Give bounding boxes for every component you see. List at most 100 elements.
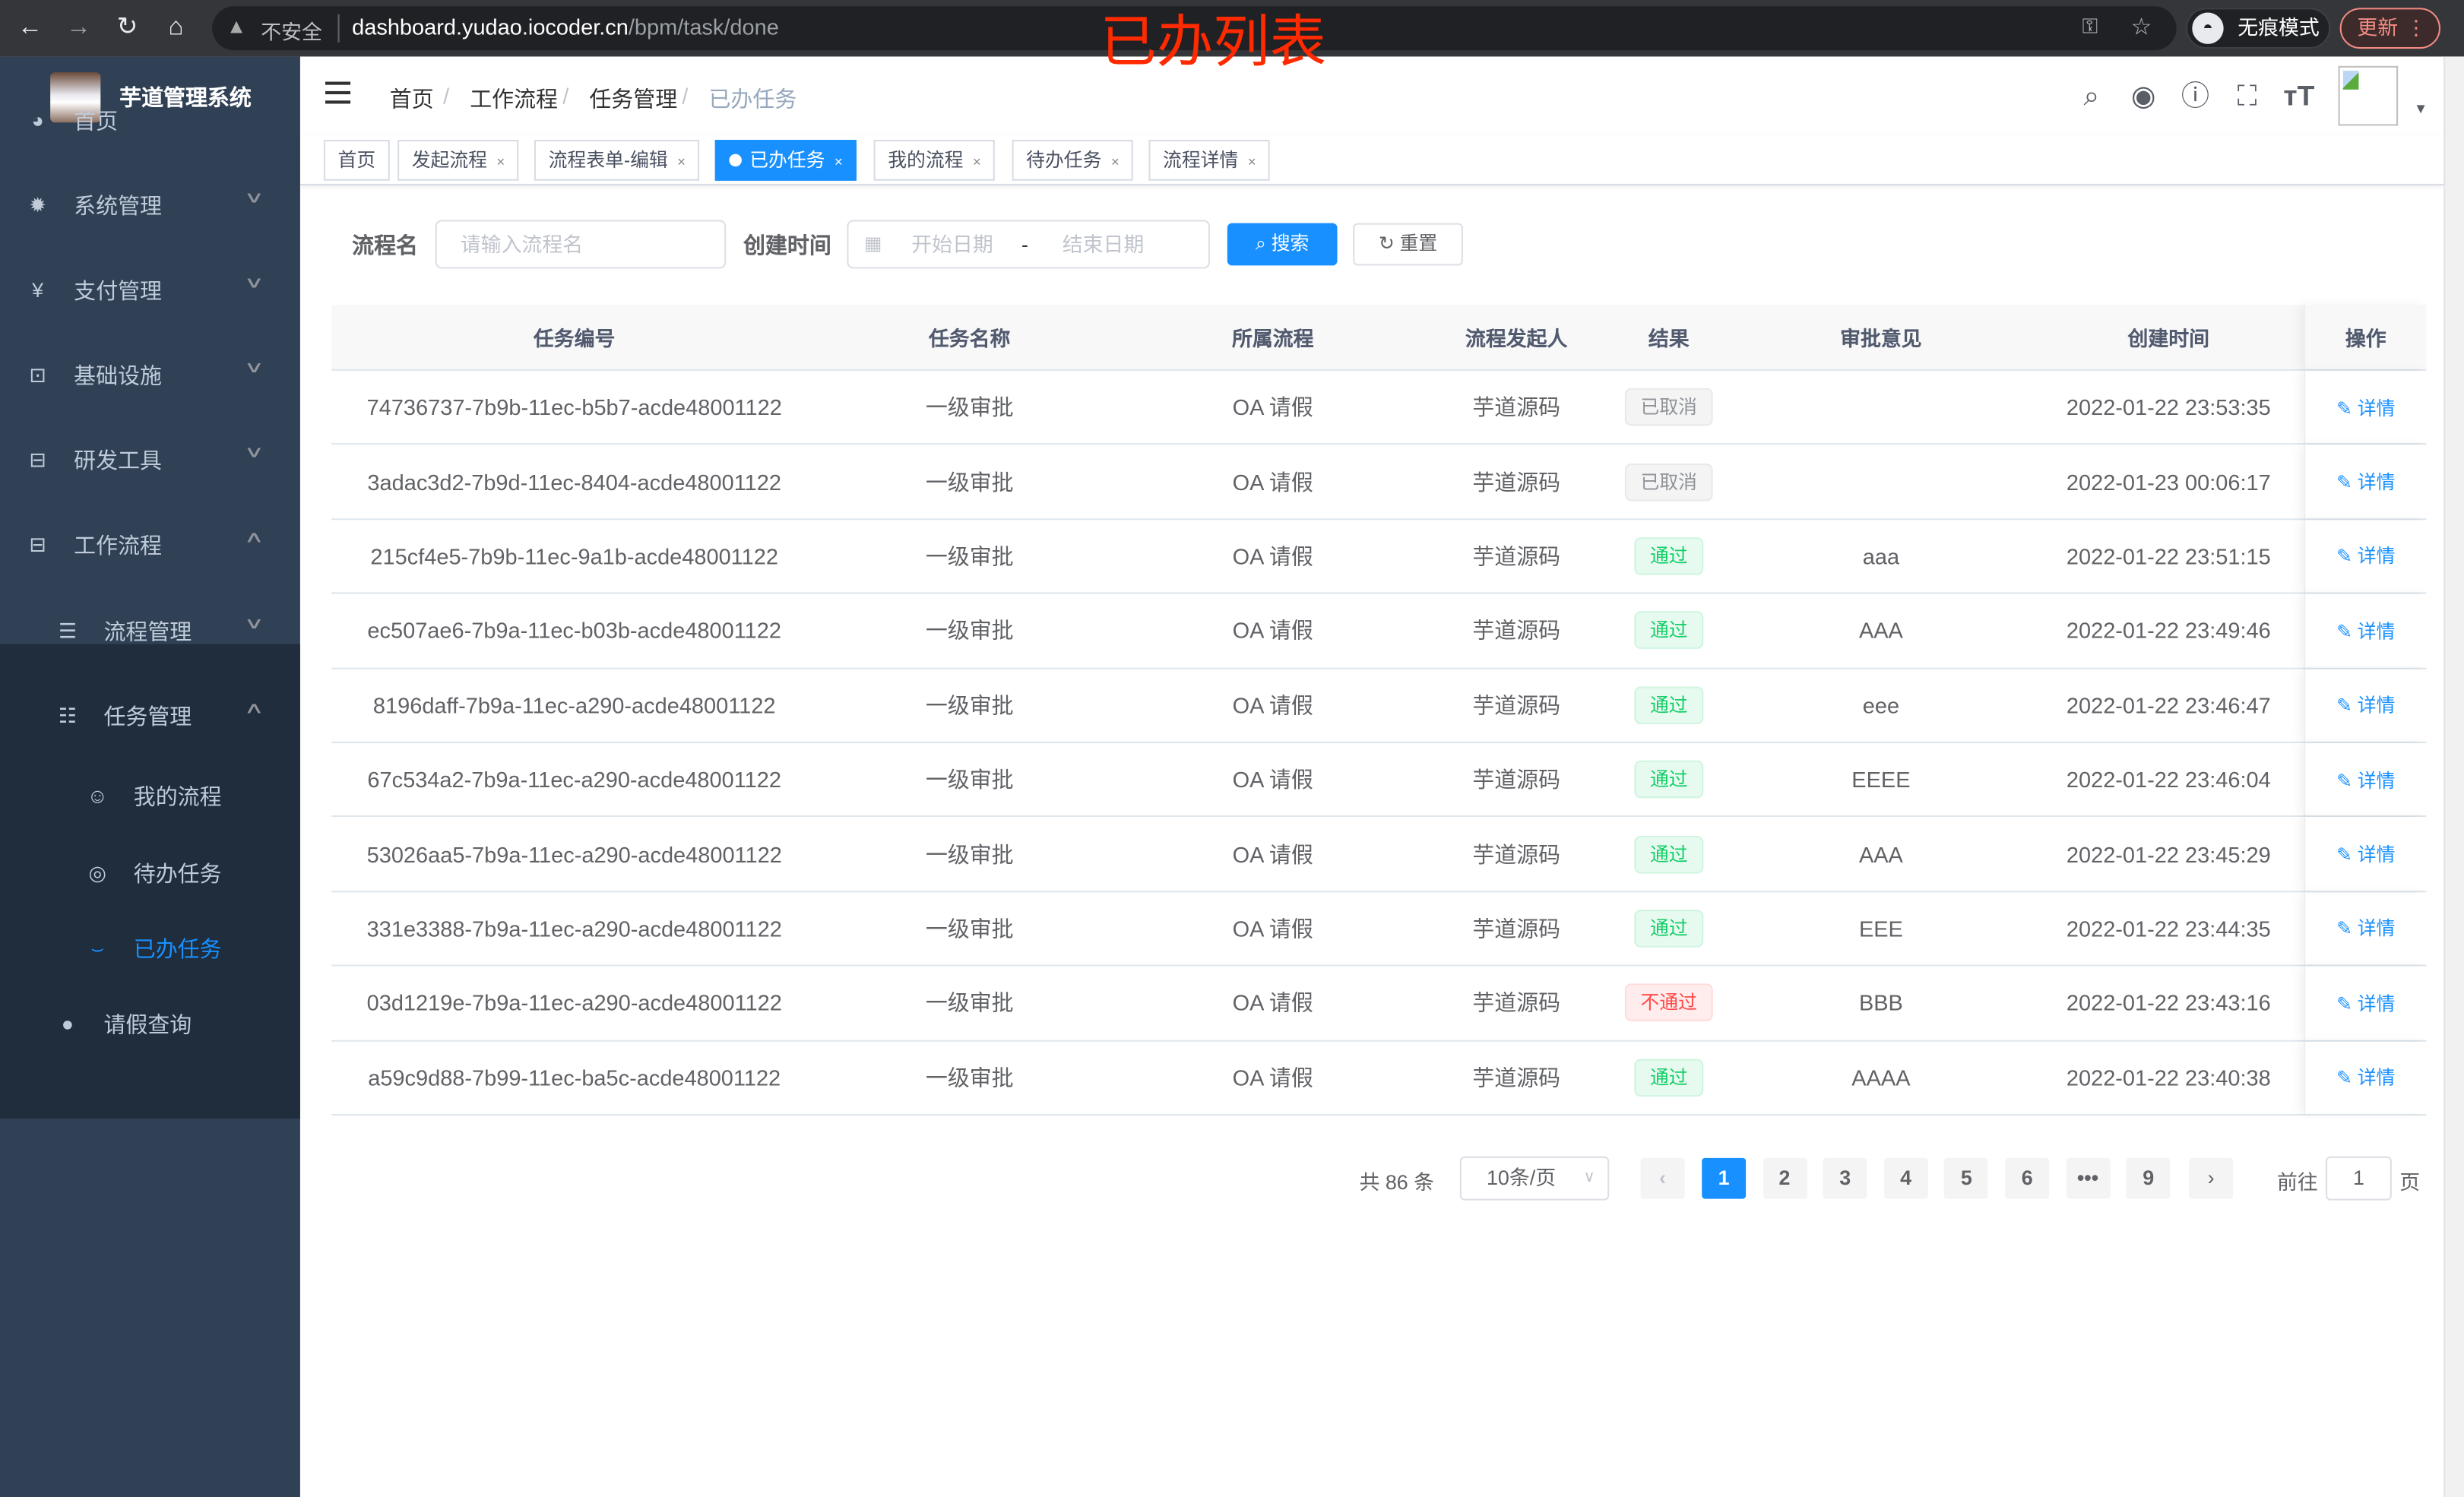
breadcrumb-item[interactable]: 首页: [389, 86, 434, 112]
cell-result: 通过: [1609, 818, 1728, 891]
tag-view-item[interactable]: 流程表单-编辑 ×: [534, 140, 700, 181]
prev-page-button[interactable]: ‹: [1640, 1157, 1685, 1199]
page-button[interactable]: 9: [2126, 1157, 2171, 1199]
detail-button[interactable]: ✎ 详情: [2336, 617, 2395, 644]
page-button[interactable]: 4: [1883, 1157, 1928, 1199]
cell-created: 2022-01-22 23:44:35: [2033, 892, 2304, 965]
reload-icon[interactable]: ↻: [116, 14, 138, 41]
tag-view-item[interactable]: 首页: [323, 140, 390, 181]
cell-text: OA 请假: [1232, 618, 1313, 644]
sidebar-item[interactable]: ● 请假查询: [0, 985, 300, 1063]
chevron-down-icon: ∨: [243, 445, 264, 462]
sidebar-item[interactable]: ⊡ 基础设施 ∨: [0, 336, 300, 414]
detail-button[interactable]: ✎ 详情: [2336, 989, 2395, 1016]
tag-label: 我的流程: [888, 149, 964, 172]
url-text[interactable]: dashboard.yudao.iocoder.cn/bpm/task/done: [352, 14, 779, 40]
cell-text: 53026aa5-7b9a-11ec-a290-acde48001122: [366, 841, 782, 867]
process-name-input[interactable]: 请输入流程名: [435, 220, 727, 269]
sidebar-item[interactable]: ⊟ 工作流程 ∧: [0, 506, 300, 584]
forward-icon[interactable]: →: [65, 14, 91, 41]
close-icon[interactable]: ×: [1110, 153, 1120, 170]
incognito-badge[interactable]: ◓ 无痕模式: [2186, 8, 2331, 49]
page-button[interactable]: 5: [1944, 1157, 1989, 1199]
close-icon[interactable]: ×: [677, 153, 686, 170]
page-button[interactable]: 2: [1762, 1157, 1807, 1199]
scrollbar[interactable]: [2443, 56, 2464, 1497]
detail-button[interactable]: ✎ 详情: [2336, 766, 2395, 793]
sidebar-item[interactable]: ⌣ 已办任务: [0, 910, 300, 988]
next-page-button[interactable]: ›: [2189, 1157, 2234, 1199]
cell-text: 03d1219e-7b9a-11ec-a290-acde48001122: [366, 990, 782, 1016]
detail-button[interactable]: ✎ 详情: [2336, 394, 2395, 420]
tag-view-item[interactable]: 我的流程 ×: [873, 140, 996, 181]
close-icon[interactable]: ×: [834, 153, 843, 170]
sidebar-item[interactable]: ☰ 流程管理 ∨: [0, 592, 300, 670]
hamburger-icon[interactable]: [325, 81, 351, 104]
sidebar-item[interactable]: ✹ 系统管理 ∨: [0, 166, 300, 245]
tag-view-item[interactable]: 流程详情 ×: [1148, 140, 1271, 181]
breadcrumb-item[interactable]: 工作流程: [470, 86, 558, 112]
page-button[interactable]: 6: [2005, 1157, 2050, 1199]
cell-name: 一级审批: [817, 445, 1122, 518]
cell-name: 一级审批: [817, 967, 1122, 1040]
star-icon[interactable]: ☆: [2130, 14, 2152, 41]
result-tag: 通过: [1634, 537, 1704, 575]
address-bar[interactable]: [212, 6, 2177, 51]
detail-button[interactable]: ✎ 详情: [2336, 915, 2395, 942]
cell-name: 一级审批: [817, 892, 1122, 965]
reset-button[interactable]: ↻ 重置: [1353, 223, 1463, 266]
help-icon[interactable]: ⓘ: [2181, 80, 2210, 112]
page-button[interactable]: 3: [1823, 1157, 1867, 1199]
detail-button[interactable]: ✎ 详情: [2336, 692, 2395, 718]
cell-process: OA 请假: [1122, 818, 1424, 891]
search-icon[interactable]: ⌕: [2083, 80, 2100, 112]
reset-button-label: 重置: [1399, 233, 1438, 255]
date-range-picker[interactable]: ▦ 开始日期 - 结束日期: [847, 220, 1211, 269]
cell-text: a59c9d88-7b99-11ec-ba5c-acde48001122: [368, 1065, 781, 1090]
fullscreen-icon[interactable]: ⛶: [2237, 80, 2257, 112]
edit-icon: ✎: [2336, 620, 2358, 643]
back-icon[interactable]: ←: [17, 14, 43, 41]
tag-label: 首页: [337, 149, 376, 172]
sidebar-item[interactable]: ☺ 我的流程: [0, 758, 300, 836]
tag-view-item[interactable]: 已办任务 ×: [714, 140, 857, 181]
avatar[interactable]: [2338, 65, 2399, 126]
start-date-placeholder[interactable]: 开始日期: [911, 233, 993, 257]
sidebar-item[interactable]: ☷ 任务管理 ∧: [0, 677, 300, 755]
font-size-icon[interactable]: ᴛT: [2283, 80, 2315, 112]
cell-text: 芋道源码: [1472, 692, 1561, 718]
update-label: 更新: [2357, 15, 2399, 40]
tag-view-item[interactable]: 发起流程 ×: [397, 140, 519, 181]
edit-icon: ✎: [2336, 695, 2358, 717]
insecure-label: 不安全: [261, 20, 322, 44]
cell-actions: ✎ 详情: [2304, 1040, 2426, 1114]
close-icon[interactable]: ×: [1247, 153, 1256, 170]
sidebar-item[interactable]: ◎ 待办任务: [0, 834, 300, 913]
page-button[interactable]: •••: [2066, 1157, 2110, 1199]
close-icon[interactable]: ×: [496, 153, 505, 170]
key-icon[interactable]: ⚿: [2082, 14, 2098, 38]
detail-button[interactable]: ✎ 详情: [2336, 1064, 2395, 1090]
tag-view-item[interactable]: 待办任务 ×: [1012, 140, 1134, 181]
page-size-select[interactable]: 10条/页 ∨: [1459, 1156, 1610, 1201]
detail-button[interactable]: ✎ 详情: [2336, 840, 2395, 867]
table-row: a59c9d88-7b99-11ec-ba5c-acde48001122 一级审批…: [331, 1040, 2427, 1116]
detail-label: 详情: [2357, 1067, 2396, 1090]
update-button[interactable]: 更新 ⋮: [2339, 8, 2440, 49]
sidebar-item[interactable]: ◕ 首页: [0, 82, 300, 160]
detail-button[interactable]: ✎ 详情: [2336, 468, 2395, 495]
goto-page-input[interactable]: 1: [2326, 1156, 2392, 1201]
search-button[interactable]: ⌕ 搜索: [1227, 223, 1338, 266]
cell-created: 2022-01-22 23:53:35: [2033, 371, 2304, 444]
close-icon[interactable]: ×: [972, 153, 981, 170]
sidebar-item[interactable]: ⊟ 研发工具 ∨: [0, 421, 300, 499]
page-button[interactable]: 1: [1702, 1157, 1747, 1199]
caret-down-icon[interactable]: ▼: [2413, 100, 2428, 117]
cell-starter: 芋道源码: [1424, 1041, 1609, 1114]
github-icon[interactable]: ◉: [2130, 80, 2156, 112]
detail-button[interactable]: ✎ 详情: [2336, 543, 2395, 569]
breadcrumb-item[interactable]: 任务管理: [589, 86, 678, 112]
home-icon[interactable]: ⌂: [168, 14, 184, 41]
sidebar-item[interactable]: ¥ 支付管理 ∨: [0, 252, 300, 330]
end-date-placeholder[interactable]: 结束日期: [1062, 233, 1145, 257]
